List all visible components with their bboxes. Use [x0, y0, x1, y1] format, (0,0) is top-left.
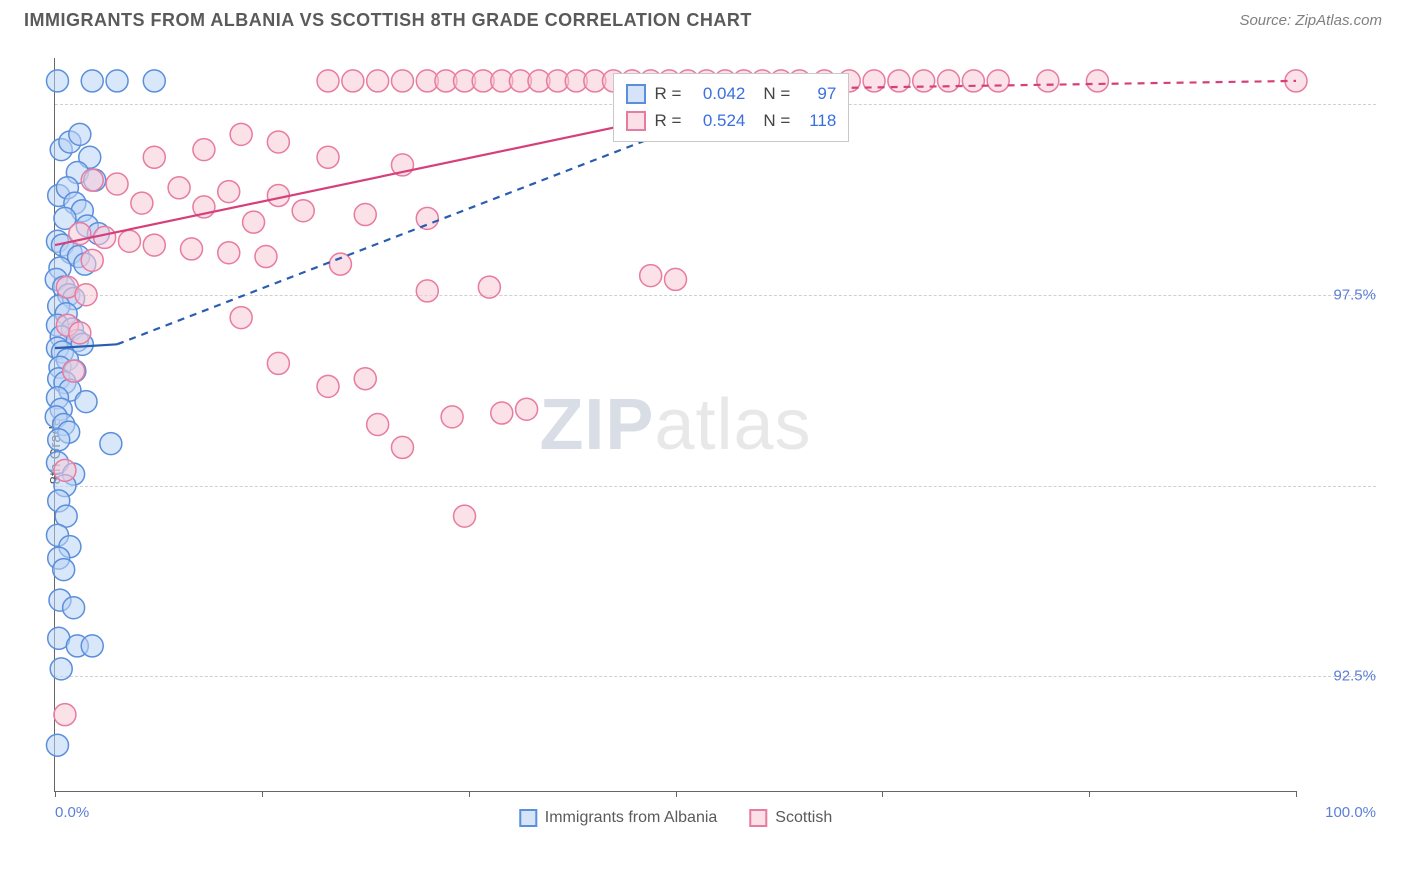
x-tick: [882, 791, 883, 797]
stats-r-label: R =: [654, 107, 681, 134]
stats-r-label: R =: [654, 80, 681, 107]
plot-area: ZIPatlas 92.5%97.5% R =0.042N =97R =0.52…: [54, 58, 1296, 792]
trend-lines: [55, 58, 1296, 791]
stats-swatch: [626, 111, 646, 131]
legend-label: Scottish: [775, 809, 832, 827]
legend-swatch: [519, 809, 537, 827]
stats-row: R = 0.042 N = 97: [626, 80, 836, 107]
stats-legend-box: R = 0.042 N = 97 R = 0.524 N = 118: [613, 73, 849, 141]
legend-label: Immigrants from Albania: [545, 809, 718, 827]
stats-swatch: [626, 84, 646, 104]
x-tick-label: 100.0%: [1325, 804, 1376, 821]
bottom-legend: Immigrants from Albania Scottish: [519, 809, 832, 827]
trend-line-dashed: [800, 81, 1296, 89]
x-tick: [469, 791, 470, 797]
x-tick-label: 0.0%: [55, 804, 89, 821]
chart-title: IMMIGRANTS FROM ALBANIA VS SCOTTISH 8TH …: [24, 10, 752, 31]
source-attribution: Source: ZipAtlas.com: [1239, 12, 1382, 29]
legend-swatch: [749, 809, 767, 827]
legend-item: Scottish: [749, 809, 832, 827]
chart-container: 8th Grade ZIPatlas 92.5%97.5% R =0.042N …: [40, 50, 1386, 852]
stats-r-value: 0.042: [689, 80, 745, 107]
stats-n-value: 118: [798, 107, 836, 134]
x-tick: [1089, 791, 1090, 797]
stats-row: R = 0.524 N = 118: [626, 107, 836, 134]
x-tick: [262, 791, 263, 797]
stats-n-label: N =: [763, 80, 790, 107]
x-tick: [1296, 791, 1297, 797]
y-tick-label: 97.5%: [1306, 286, 1376, 303]
legend-item: Immigrants from Albania: [519, 809, 718, 827]
trend-line-solid: [55, 344, 117, 348]
stats-n-label: N =: [763, 107, 790, 134]
y-tick-label: 92.5%: [1306, 668, 1376, 685]
stats-n-value: 97: [798, 80, 836, 107]
x-tick: [55, 791, 56, 797]
x-tick: [676, 791, 677, 797]
stats-r-value: 0.524: [689, 107, 745, 134]
